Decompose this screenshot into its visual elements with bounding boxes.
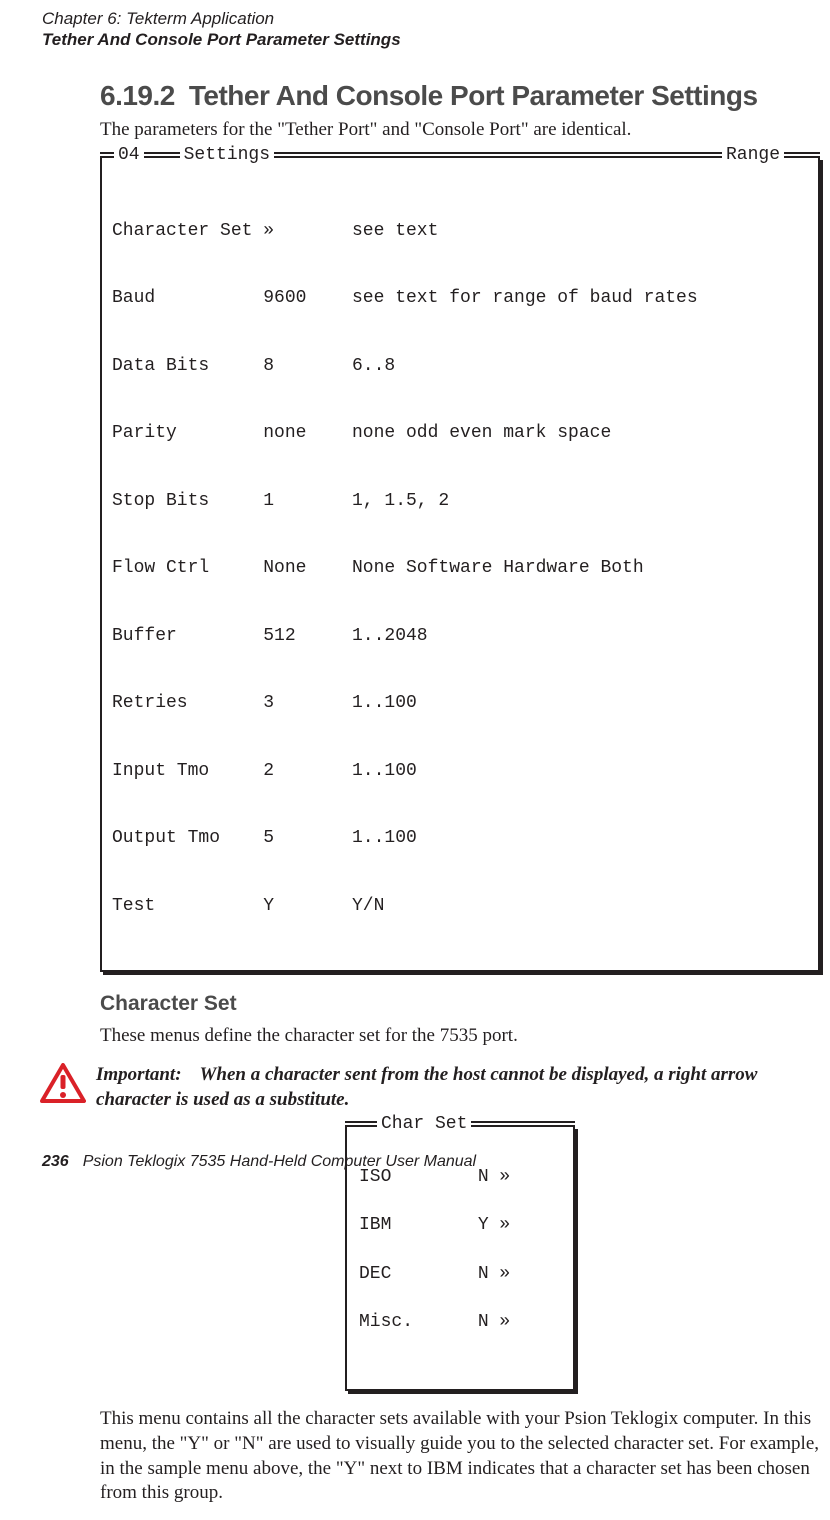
settings-panel: 04 Settings Range Character Set »see tex… [100, 157, 820, 973]
footer-title: Psion Teklogix 7535 Hand-Held Computer U… [83, 1153, 476, 1170]
running-header-section: Tether And Console Port Parameter Settin… [42, 29, 401, 50]
table-row: Data Bits 86..8 [112, 355, 808, 378]
table-row: Stop Bits 11, 1.5, 2 [112, 490, 808, 513]
section-title: Tether And Console Port Parameter Settin… [189, 80, 758, 111]
important-label: Important: [96, 1064, 182, 1085]
table-row: Baud 9600see text for range of baud rate… [112, 287, 808, 310]
settings-panel-body: Character Set »see text Baud 9600see tex… [100, 157, 820, 973]
character-set-heading: Character Set [100, 992, 820, 1016]
important-note: Important:When a character sent from the… [40, 1063, 820, 1112]
char-set-legend-text: Char Set [377, 1114, 471, 1134]
legend-04: 04 [114, 145, 144, 165]
running-header-chapter: Chapter 6: Tekterm Application [42, 8, 401, 29]
page-number: 236 [42, 1153, 69, 1170]
table-row: Input Tmo 21..100 [112, 760, 808, 783]
legend-settings: Settings [180, 145, 274, 165]
list-item: DEC N » [359, 1262, 561, 1286]
table-row: Output Tmo 51..100 [112, 827, 808, 850]
character-set-intro: These menus define the character set for… [100, 1024, 820, 1049]
table-row: Buffer 5121..2048 [112, 625, 808, 648]
table-row: Retries 31..100 [112, 692, 808, 715]
running-header: Chapter 6: Tekterm Application Tether An… [42, 8, 401, 51]
table-row: Flow Ctrl NoneNone Software Hardware Bot… [112, 557, 808, 580]
table-row: Test YY/N [112, 895, 808, 918]
list-item: Misc. N » [359, 1310, 561, 1334]
intro-paragraph: The parameters for the "Tether Port" and… [100, 118, 820, 143]
table-row: Character Set »see text [112, 220, 808, 243]
table-row: Parity nonenone odd even mark space [112, 422, 808, 445]
legend-range: Range [722, 145, 784, 165]
list-item: IBM Y » [359, 1213, 561, 1237]
section-number: 6.19.2 [100, 80, 175, 111]
warning-icon [40, 1063, 86, 1103]
important-body: When a character sent from the host cann… [96, 1064, 757, 1110]
closing-paragraph: This menu contains all the character set… [100, 1407, 820, 1506]
page-footer: 236 Psion Teklogix 7535 Hand-Held Compute… [42, 1153, 476, 1171]
settings-panel-legend: 04 Settings Range [100, 145, 820, 165]
section-heading: 6.19.2 Tether And Console Port Parameter … [100, 80, 820, 112]
char-set-panel-legend: Char Set [345, 1114, 575, 1134]
